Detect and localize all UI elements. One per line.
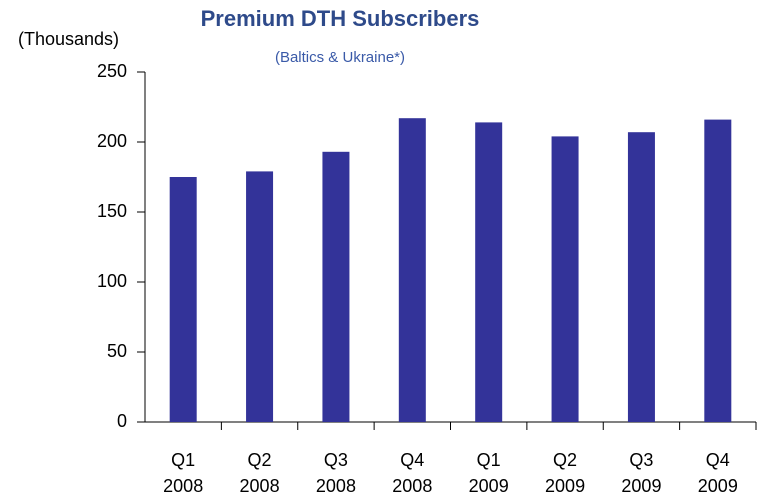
y-axis-label: (Thousands) [18, 29, 119, 49]
x-tick-label: Q4 [400, 450, 424, 470]
bar [322, 151, 350, 423]
bar [627, 132, 655, 422]
x-tick-label: 2009 [545, 476, 585, 496]
chart-title: Premium DTH Subscribers [201, 6, 480, 31]
x-tick-label: 2009 [469, 476, 509, 496]
x-tick-label: Q3 [324, 450, 348, 470]
y-tick-label: 0 [117, 411, 127, 431]
y-tick-label: 50 [107, 341, 127, 361]
chart-subtitle: (Baltics & Ukraine*) [275, 49, 405, 66]
x-tick-label: 2008 [240, 476, 280, 496]
x-tick-label: Q2 [553, 450, 577, 470]
x-tick-label: 2008 [316, 476, 356, 496]
x-tick-label: 2008 [163, 476, 203, 496]
bar [398, 118, 426, 422]
x-tick-label: Q3 [629, 450, 653, 470]
bar [704, 119, 732, 422]
bar [475, 122, 503, 423]
x-tick-label: 2009 [621, 476, 661, 496]
x-tick-label: Q1 [171, 450, 195, 470]
y-tick-label: 150 [97, 201, 127, 221]
bar [169, 177, 197, 422]
bar [246, 171, 274, 422]
y-tick-label: 250 [97, 61, 127, 81]
x-tick-label: Q1 [477, 450, 501, 470]
x-tick-label: Q4 [706, 450, 730, 470]
x-tick-label: 2009 [698, 476, 738, 496]
y-tick-label: 100 [97, 271, 127, 291]
x-tick-label: Q2 [248, 450, 272, 470]
y-tick-label: 200 [97, 131, 127, 151]
x-tick-label: 2008 [392, 476, 432, 496]
bar [551, 136, 579, 422]
